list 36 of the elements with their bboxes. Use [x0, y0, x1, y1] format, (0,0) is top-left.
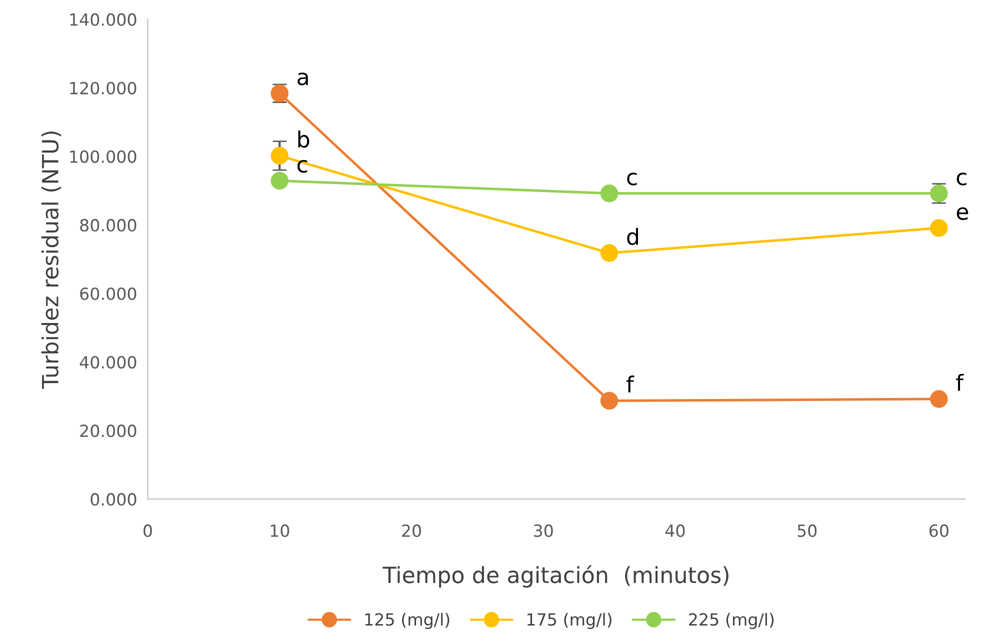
point — [270, 146, 288, 165]
annotation: d — [627, 228, 638, 246]
legend-label: 125 (mg/l) — [365, 612, 450, 629]
point — [600, 184, 618, 202]
x-tick-label: 60 — [929, 524, 948, 537]
y-tick-label: 40.000 — [80, 356, 136, 369]
annotation: e — [956, 207, 968, 220]
annotation: f — [956, 374, 964, 391]
annotation: c — [298, 160, 308, 173]
x-tick-label: 0 — [144, 524, 152, 537]
y-tick-label: 60.000 — [80, 287, 136, 300]
annotation: c — [627, 172, 637, 186]
y-tick-label: 140.000 — [70, 13, 136, 26]
point — [930, 390, 948, 408]
legend-label: 225 (mg/l) — [689, 612, 774, 629]
y-tick-label: 0.000 — [90, 493, 136, 506]
x-tick-label: 10 — [270, 524, 290, 537]
y-tick-label: 20.000 — [80, 424, 136, 438]
point — [600, 244, 618, 262]
y-tick-label: 100.000 — [70, 150, 136, 163]
x-tick-label: 20 — [402, 524, 421, 537]
x-tick-label: 50 — [798, 524, 817, 537]
y-tick-label: 80.000 — [80, 218, 136, 232]
x-tick-label: 30 — [534, 524, 553, 537]
annotation: a — [298, 72, 308, 86]
point — [270, 172, 288, 190]
point — [930, 219, 948, 237]
x-tick-label: 40 — [665, 524, 685, 537]
annotation: f — [626, 376, 634, 392]
x-axis-title: Tiempo de agitación (minutos) — [382, 565, 728, 588]
point — [600, 392, 618, 410]
legend-label: 175 (mg/l) — [527, 612, 612, 629]
annotation: b — [298, 130, 310, 148]
y-tick-label: 120.000 — [70, 82, 136, 94]
annotation: c — [956, 172, 966, 186]
y-axis-title: Turbidez residual (NTU) — [41, 132, 62, 389]
